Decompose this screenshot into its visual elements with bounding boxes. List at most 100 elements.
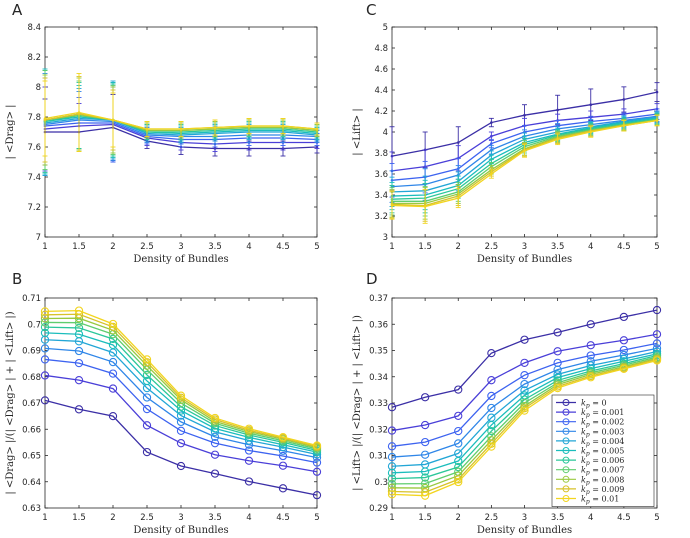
data-point (556, 108, 559, 112)
series-10 (40, 306, 322, 450)
data-point (520, 371, 529, 380)
legend-entry: kp = 0.002 (556, 418, 624, 429)
data-point (387, 483, 397, 492)
data-point (108, 319, 118, 329)
data-point (278, 461, 288, 470)
data-point (387, 474, 397, 483)
data-point (454, 456, 463, 466)
data-point (176, 426, 186, 435)
legend-label: kp = 0.006 (581, 456, 624, 467)
x-tick-label: 2 (110, 513, 115, 523)
data-point (108, 411, 118, 421)
series-3 (387, 344, 662, 462)
data-point (520, 379, 529, 389)
data-point (520, 406, 529, 415)
data-point (176, 461, 186, 471)
data-point (454, 475, 463, 484)
data-point (420, 450, 430, 459)
data-point (553, 383, 562, 393)
x-tick-label: 5 (654, 242, 659, 252)
y-tick-label: 7.6 (27, 143, 41, 153)
legend-entry: kp = 0.003 (556, 427, 624, 438)
x-tick-label: 1.5 (418, 242, 432, 252)
data-point (74, 323, 84, 333)
data-point (420, 473, 430, 482)
x-tick-label: 4.5 (617, 513, 631, 523)
y-tick-label: 8 (36, 83, 41, 93)
legend-swatch-marker (562, 418, 570, 426)
data-point (586, 373, 595, 382)
x-tick-label: 2 (456, 242, 461, 252)
data-point (420, 437, 430, 447)
series-line (391, 309, 658, 408)
data-point (176, 439, 186, 448)
data-point (390, 204, 394, 207)
data-point (142, 421, 152, 430)
legend-label: kp = 0.001 (581, 408, 624, 419)
series-line (44, 347, 318, 459)
legend-entry: kp = 0.006 (556, 456, 624, 467)
data-point (619, 354, 629, 364)
x-tick-label: 4.5 (276, 242, 290, 252)
legend-swatch-marker (562, 437, 570, 445)
data-point (210, 450, 220, 459)
legend-entry: kp = 0 (556, 399, 607, 410)
legend-label: kp = 0.009 (581, 485, 624, 496)
x-tick-label: 4.5 (276, 513, 290, 523)
x-tick-label: 2 (110, 242, 115, 252)
data-point (244, 456, 254, 465)
series-line (391, 357, 658, 489)
series-10 (42, 73, 320, 157)
data-point (619, 312, 629, 322)
x-axis-label: Density of Bundles (133, 525, 228, 536)
data-point (244, 477, 254, 486)
x-tick-label: 1 (42, 513, 47, 523)
data-point (176, 417, 186, 427)
y-tick-label: 3.8 (374, 149, 388, 159)
y-tick-label: 7.4 (27, 173, 41, 183)
data-point (40, 396, 50, 405)
series-line (391, 350, 658, 467)
data-point (210, 439, 220, 448)
x-tick-label: 3.5 (551, 513, 565, 523)
x-tick-label: 1 (389, 242, 394, 252)
series-line (391, 342, 658, 447)
x-tick-label: 4 (588, 513, 593, 523)
data-point (490, 172, 493, 176)
legend-label: kp = 0.003 (581, 427, 624, 438)
data-point (652, 330, 662, 339)
x-tick-label: 5 (314, 513, 319, 523)
data-point (619, 336, 629, 345)
data-point (278, 442, 288, 452)
series-0 (40, 396, 322, 500)
data-point (142, 404, 152, 414)
legend-label: kp = 0.005 (581, 447, 624, 458)
data-point (490, 142, 493, 145)
data-point (523, 149, 526, 153)
legend-swatch-marker (562, 485, 570, 493)
data-point (108, 334, 118, 344)
series-line (44, 321, 318, 450)
data-point (487, 426, 496, 436)
y-tick-label: 4.4 (374, 86, 388, 96)
legend-entry: kp = 0.001 (556, 408, 624, 419)
legend-entry: kp = 0.004 (556, 437, 624, 448)
data-point (487, 420, 496, 430)
y-tick-label: 0.67 (22, 399, 41, 409)
y-tick-label: 7 (36, 233, 41, 243)
y-tick-label: 7.8 (27, 113, 41, 123)
legend-swatch-marker (562, 427, 570, 435)
data-point (74, 376, 84, 385)
y-tick-label: 0.37 (369, 294, 388, 304)
data-point (108, 384, 118, 393)
legend-entry: kp = 0.007 (556, 466, 624, 477)
data-point (176, 391, 186, 400)
data-point (589, 103, 593, 106)
series-10 (387, 356, 662, 500)
x-tick-label: 1.5 (72, 242, 86, 252)
data-point (40, 371, 50, 380)
series-9 (40, 310, 322, 451)
x-tick-label: 3 (522, 242, 527, 252)
y-axis-label: | <Drag> | (5, 104, 16, 159)
y-tick-label: 0.36 (369, 320, 388, 330)
